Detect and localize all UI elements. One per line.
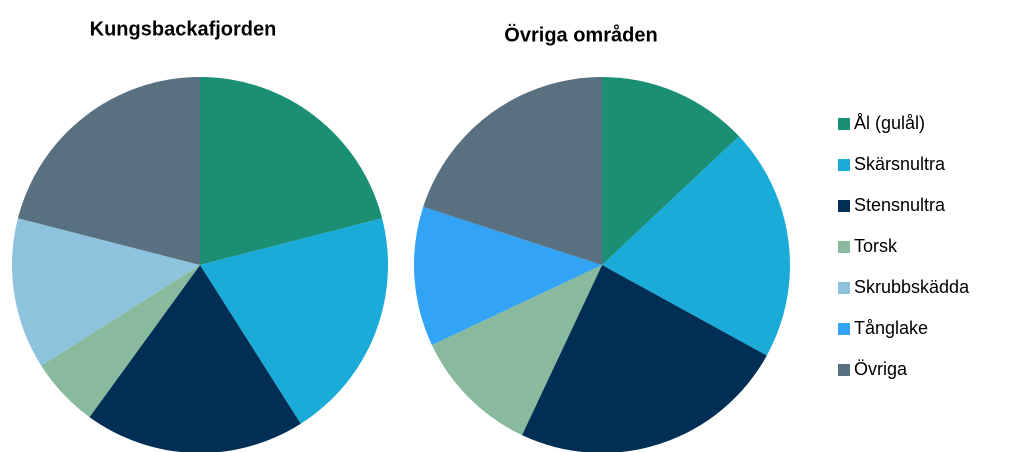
legend-label: Skärsnultra — [854, 154, 946, 174]
pie-slice — [602, 77, 740, 265]
legend-label: Stensnultra — [854, 195, 946, 215]
legend-swatch — [838, 282, 850, 294]
legend-swatch — [838, 241, 850, 253]
legend-swatch — [838, 200, 850, 212]
pie-slice — [602, 136, 791, 356]
pie-slice — [431, 265, 602, 436]
legend-label: Ål (gulål) — [854, 113, 925, 133]
legend-label: Övriga — [854, 359, 908, 379]
pie-slice — [414, 206, 602, 346]
pie-slice — [521, 265, 767, 452]
legend-label: Torsk — [854, 236, 898, 256]
legend-swatch — [838, 364, 850, 376]
chart-title: Kungsbackafjorden — [90, 18, 277, 40]
chart-title: Övriga områden — [504, 23, 657, 46]
legend-swatch — [838, 323, 850, 335]
legend-swatch — [838, 159, 850, 171]
pie-slice — [41, 265, 200, 418]
legend-label: Tånglake — [854, 318, 928, 338]
legend-label: Skrubbskädda — [854, 277, 970, 297]
pie-slice — [423, 77, 602, 265]
pie-slice — [200, 218, 388, 424]
pie-slice — [12, 218, 201, 366]
pie-slice — [17, 77, 200, 265]
pie-slice — [200, 77, 383, 265]
legend-swatch — [838, 118, 850, 130]
pie-slice — [89, 265, 301, 452]
